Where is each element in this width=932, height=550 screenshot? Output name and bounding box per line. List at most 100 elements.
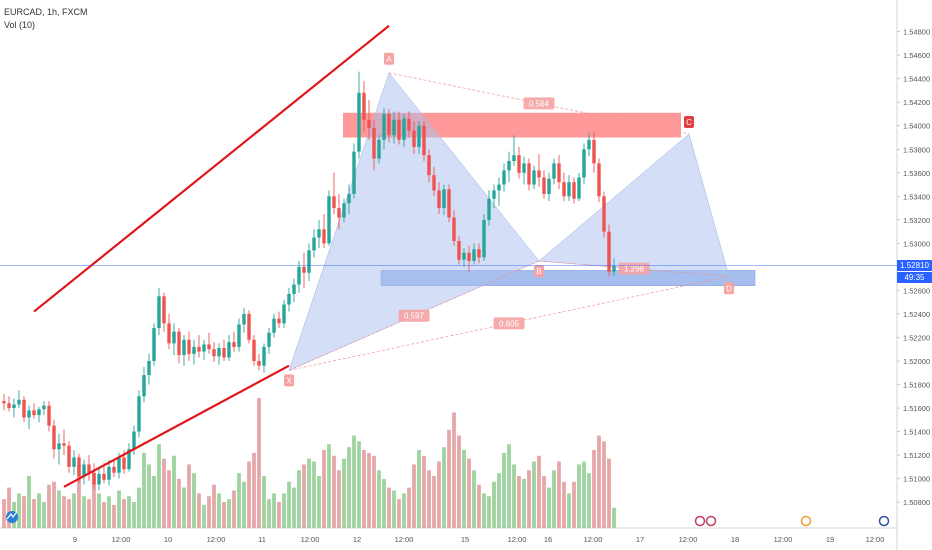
volume-bar	[207, 496, 211, 528]
candle-body	[332, 196, 336, 209]
volume-bar	[492, 481, 496, 528]
time-tick-label: 15	[461, 535, 469, 544]
volume-bar	[302, 464, 306, 528]
event-flag-icon[interactable]	[800, 515, 812, 527]
candle-body	[347, 193, 351, 204]
volume-bar	[567, 493, 571, 528]
volume-bar	[402, 493, 406, 528]
time-tick-label: 12:00	[584, 535, 603, 544]
volume-bar	[557, 461, 561, 528]
candle-body	[87, 464, 91, 473]
volume-bar	[487, 496, 491, 528]
candle-body	[397, 119, 401, 140]
candle-body	[122, 457, 126, 470]
point-D-box	[724, 282, 734, 295]
symbol-title[interactable]: EURCAD, 1h, FXCM	[4, 7, 88, 17]
volume-bar	[477, 484, 481, 528]
price-tick-label: 1.50800	[903, 498, 930, 507]
volume-bar	[212, 484, 216, 528]
candle-body	[292, 284, 296, 294]
candle-body	[197, 346, 201, 352]
volume-bar	[602, 441, 606, 528]
volume-bar	[432, 476, 436, 528]
event-flag-icon[interactable]	[878, 515, 890, 527]
candle-body	[362, 92, 366, 120]
candle-body	[457, 241, 461, 260]
volume-bar	[292, 487, 296, 528]
bar-countdown: 49:35	[904, 272, 925, 282]
volume-bar	[532, 461, 536, 528]
volume-bar	[582, 461, 586, 528]
candle-body	[422, 125, 426, 156]
candle-body	[582, 149, 586, 178]
candle-body	[202, 344, 206, 352]
volume-bar	[472, 470, 476, 528]
volume-bar	[177, 478, 181, 528]
candle-body	[182, 339, 186, 356]
candle-body	[497, 184, 501, 191]
volume-bar	[27, 476, 31, 528]
volume-bar	[612, 507, 616, 528]
time-tick-label: 18	[731, 535, 739, 544]
volume-bar	[322, 450, 326, 528]
volume-bar	[42, 502, 46, 528]
candle-body	[157, 296, 161, 329]
time-tick-label: 12:00	[112, 535, 131, 544]
candle-body	[257, 360, 261, 366]
volume-bar	[242, 481, 246, 528]
candle-body	[542, 177, 546, 194]
candle-body	[527, 163, 531, 185]
chart-legend[interactable]: EURCAD, 1h, FXCM Vol (10)	[4, 6, 88, 32]
candle-body	[52, 425, 56, 450]
candle-body	[132, 431, 136, 450]
logo-icon[interactable]	[6, 511, 18, 523]
candle-body	[312, 237, 316, 251]
volume-bar	[467, 458, 471, 528]
event-markers	[6, 511, 890, 527]
volume-bar	[587, 473, 591, 528]
candle-body	[372, 128, 376, 159]
price-tick-label: 1.51000	[903, 475, 930, 484]
volume-bar	[337, 470, 341, 528]
time-tick-label: 12:00	[301, 535, 320, 544]
time-tick-label: 12:00	[508, 535, 527, 544]
candle-body	[262, 346, 266, 366]
event-flag-icon[interactable]	[694, 515, 706, 527]
candle-body	[62, 443, 66, 446]
point-B-label: B	[536, 267, 541, 276]
upper-trendline	[33, 24, 390, 313]
time-tick-label: 16	[544, 535, 552, 544]
candle-body	[102, 473, 106, 480]
volume-bar	[17, 493, 21, 528]
price-tick-label: 1.52600	[903, 286, 930, 295]
volume-bar	[52, 481, 56, 528]
volume-bar	[387, 487, 391, 528]
price-tick-label: 1.52000	[903, 357, 930, 366]
candle-body	[602, 196, 606, 232]
candle-body	[357, 92, 361, 152]
volume-bar	[312, 461, 316, 528]
candle-body	[482, 219, 486, 258]
time-tick-label: 12:00	[866, 535, 885, 544]
time-tick-label: 11	[258, 535, 266, 544]
volume-bar	[137, 487, 141, 528]
candle-body	[112, 466, 116, 473]
volume-bar	[332, 455, 336, 528]
candle-body	[547, 178, 551, 194]
time-tick-label: 12:00	[395, 535, 414, 544]
event-flag-icon[interactable]	[705, 515, 717, 527]
volume-bar	[77, 464, 81, 528]
candle-body	[77, 457, 81, 477]
candle-body	[187, 339, 191, 354]
candle-body	[222, 348, 226, 358]
volume-title[interactable]: Vol (10)	[4, 20, 36, 30]
candle-body	[532, 170, 536, 185]
time-axis: 9 12:00 10 12:00 11 12:00 12 12:00 15 12:00 16 12:0…	[73, 535, 884, 544]
candle-body	[437, 190, 441, 209]
ratio-xd-label-box	[493, 317, 525, 330]
candle-body	[227, 342, 231, 358]
volume-bar	[372, 455, 376, 528]
volume-bar	[357, 441, 361, 528]
trendlines	[33, 24, 390, 488]
